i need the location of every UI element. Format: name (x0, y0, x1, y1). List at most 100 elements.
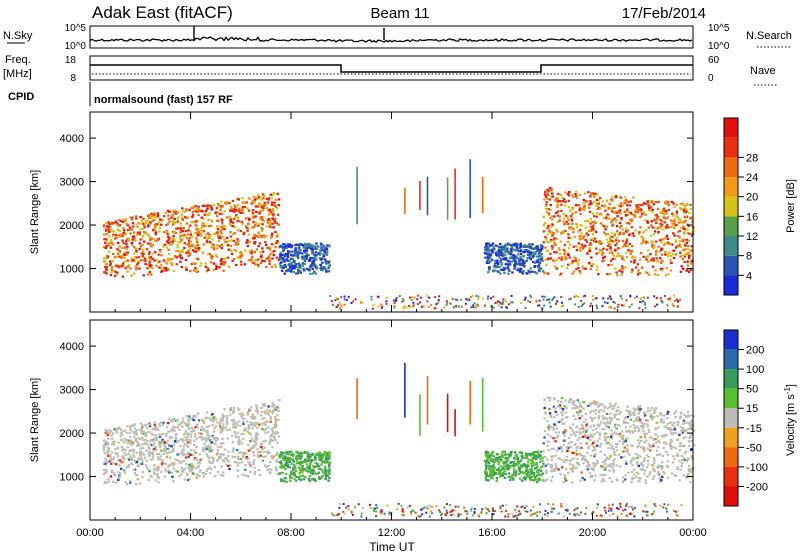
scatter-cell (165, 455, 168, 458)
scatter-cell (499, 260, 502, 263)
scatter-cell (610, 198, 613, 201)
scatter-cell (662, 216, 666, 219)
scatter-cell (507, 303, 510, 306)
scatter-cell (542, 224, 546, 227)
scatter-cell (169, 240, 173, 244)
scatter-cell (498, 250, 502, 254)
scatter-cell (651, 208, 654, 211)
scatter-cell (600, 409, 603, 412)
scatter-cell (168, 220, 171, 223)
scatter-cell (251, 200, 254, 203)
scatter-cell (578, 270, 581, 273)
scatter-cell (547, 257, 550, 260)
scatter-cell (266, 221, 269, 224)
scatter-cell (222, 423, 225, 426)
scatter-cell (272, 193, 275, 196)
scatter-cell (547, 241, 550, 244)
scatter-region (278, 242, 331, 275)
scatter-cell (555, 267, 559, 270)
scatter-cell (646, 423, 649, 426)
scatter-cell (180, 438, 183, 441)
scatter-cell (611, 199, 614, 203)
scatter-cell (308, 269, 311, 272)
scatter-cell (282, 459, 286, 462)
scatter-cell (495, 468, 498, 472)
scatter-cell (529, 479, 533, 482)
scatter-cell (296, 272, 300, 275)
scatter-cell (669, 432, 673, 435)
scatter-cell (313, 253, 316, 256)
scatter-cell (155, 428, 158, 431)
scatter-cell (308, 259, 311, 262)
scatter-cell (265, 265, 268, 269)
scatter-cell (276, 241, 280, 245)
scatter-cell (588, 210, 592, 213)
scatter-cell (154, 223, 157, 226)
scatter-cell (564, 479, 568, 482)
scatter-cell (523, 248, 526, 252)
scatter-cell (265, 234, 268, 238)
scatter-cell (110, 239, 113, 242)
scatter-cell (205, 240, 209, 243)
scatter-cell (279, 478, 283, 481)
scatter-cell (125, 253, 129, 256)
scatter-cell (237, 219, 241, 223)
scatter-cell (656, 207, 660, 210)
scatter-cell (167, 248, 170, 251)
scatter-cell (106, 225, 109, 228)
scatter-cell (674, 240, 678, 244)
scatter-cell (626, 229, 629, 232)
scatter-cell (246, 430, 250, 433)
scatter-cell (242, 231, 246, 235)
scatter-cell (155, 436, 159, 439)
scatter-cell (327, 457, 330, 460)
scatter-cell (410, 298, 413, 301)
scatter-cell (261, 227, 264, 230)
scatter-cell (250, 202, 253, 205)
scatter-cell (216, 203, 220, 206)
scatter-cell (323, 251, 326, 254)
scatter-cell (499, 242, 502, 246)
scatter-cell (230, 252, 234, 255)
scatter-cell (577, 259, 580, 262)
scatter-cell (108, 235, 111, 238)
scatter-cell (271, 446, 274, 449)
scatter-cell (582, 202, 585, 205)
scatter-cell (234, 433, 237, 436)
scatter-cell (532, 461, 535, 464)
scatter-cell (486, 254, 490, 257)
scatter-cell (531, 478, 534, 481)
scatter-cell (174, 221, 177, 224)
scatter-cell (131, 463, 134, 466)
scatter-cell (191, 249, 195, 252)
scatter-cell (566, 240, 570, 244)
scatter-cell (180, 249, 183, 253)
scatter-cell (608, 305, 610, 308)
scatter-cell (270, 428, 273, 431)
scatter-cell (262, 404, 265, 407)
scatter-cell (146, 267, 149, 270)
scatter-cell (607, 297, 610, 300)
scatter-cell (221, 474, 225, 477)
scatter-cell (524, 456, 527, 460)
scatter-cell (271, 429, 275, 433)
scatter-cell (266, 409, 269, 412)
scatter-cell (157, 253, 160, 256)
scatter-cell (167, 252, 171, 256)
scatter-cell (494, 301, 497, 304)
scatter-cell (263, 236, 266, 239)
scatter-cell (443, 306, 446, 309)
scatter-cell (611, 224, 614, 227)
scatter-cell (495, 477, 499, 480)
scatter-cell (567, 206, 571, 209)
scatter-cell (681, 431, 684, 434)
scatter-cell (597, 202, 600, 205)
scatter-cell (676, 244, 679, 248)
scatter-cell (104, 270, 108, 273)
scatter-cell (159, 445, 162, 449)
scatter-cell (624, 199, 628, 202)
scatter-cell (273, 406, 276, 410)
scatter-cell (185, 237, 189, 240)
scatter-cell (589, 243, 593, 246)
scatter-cell (547, 208, 550, 211)
